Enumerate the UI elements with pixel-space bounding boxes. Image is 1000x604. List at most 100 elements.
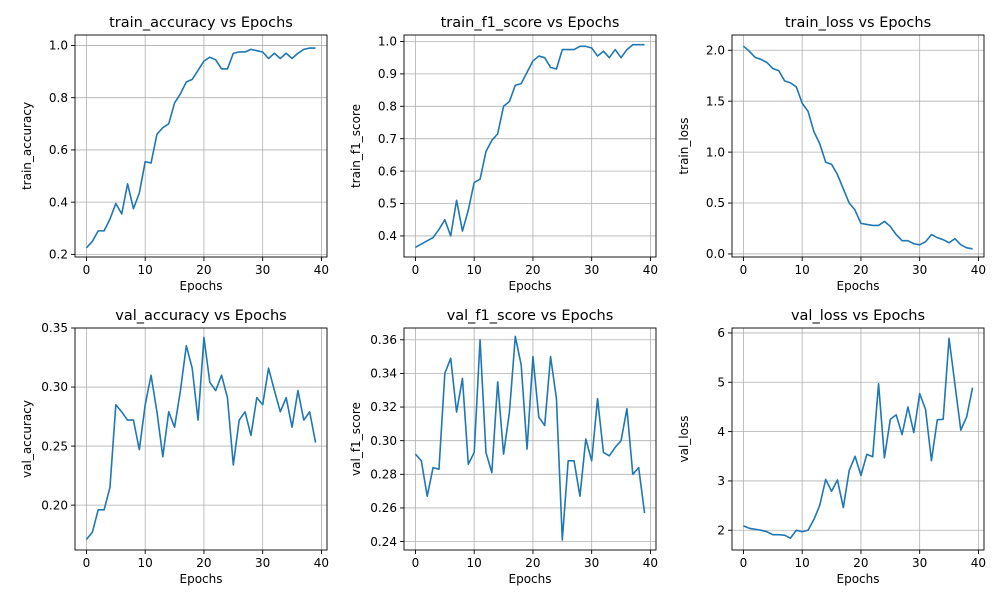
x-tick-label: 10: [795, 263, 810, 277]
y-tick-label: 2.0: [706, 43, 725, 57]
subplot-6: 0 10 20 30 40 2 3 4 5 6 val_loss vs Epochs Epochs va…: [677, 308, 986, 586]
series-line: [85, 47, 316, 249]
y-tick-label: 0.35: [41, 321, 68, 335]
y-tick-label: 3: [717, 474, 725, 488]
axes-frame: [74, 327, 328, 551]
y-tick-label: 0.8: [49, 91, 68, 105]
y-tick-label: 4: [717, 425, 725, 439]
x-tick-label: 10: [138, 556, 153, 570]
x-tick-label: 40: [643, 556, 658, 570]
chart-title: val_f1_score vs Epochs: [447, 308, 614, 324]
subplot-3: 0 10 20 30 40 0.0 0.5 1.0 1.5 2.0 train_loss vs Ep…: [677, 15, 986, 293]
series-line: [415, 43, 645, 248]
y-axis-label: train_accuracy: [20, 102, 34, 190]
y-tick-label: 0.4: [378, 229, 397, 243]
axes-frame: [403, 34, 657, 258]
series-line: [85, 336, 317, 540]
y-axis-label: val_accuracy: [20, 400, 34, 478]
y-tick-label: 0.20: [41, 498, 68, 512]
y-tick-label: 0.7: [378, 132, 397, 146]
chart-title: train_loss vs Epochs: [785, 15, 931, 31]
x-tick-label: 20: [853, 263, 868, 277]
subplot-1: 0 10 20 30 40 0.2 0.4 0.6 0.8 1.0 train_accuracy v…: [20, 15, 329, 293]
y-tick-label: 0.36: [370, 333, 397, 347]
x-axis-label: Epochs: [837, 572, 880, 586]
x-tick-label: 0: [740, 263, 748, 277]
y-tick-label: 0.0: [706, 247, 725, 261]
x-tick-label: 10: [467, 556, 482, 570]
series-line: [414, 335, 646, 541]
y-tick-label: 0.25: [41, 439, 68, 453]
x-tick-label: 20: [196, 556, 211, 570]
series-line: [743, 337, 974, 539]
subplot-2: 0 10 20 30 40 0.4 0.5 0.6 0.7 0.8 0.9 1.0 train_f1_s…: [349, 15, 658, 293]
x-tick-label: 40: [314, 263, 329, 277]
y-tick-label: 1.0: [378, 35, 397, 49]
subplot-4: 0 10 20 30 40 0.20 0.25 0.30 0.35 val_accuracy vs…: [20, 308, 329, 586]
y-tick-label: 0.32: [370, 400, 397, 414]
axes-frame: [403, 327, 657, 551]
x-tick-label: 30: [584, 556, 599, 570]
x-tick-label: 0: [412, 556, 420, 570]
chart-title: train_f1_score vs Epochs: [441, 15, 620, 31]
axes-frame: [74, 34, 328, 258]
x-tick-label: 20: [525, 556, 540, 570]
y-tick-label: 0.4: [49, 195, 68, 209]
x-axis-label: Epochs: [509, 572, 552, 586]
y-tick-label: 0.5: [378, 197, 397, 211]
x-tick-label: 20: [853, 556, 868, 570]
chart-title: train_accuracy vs Epochs: [109, 15, 293, 31]
x-tick-label: 40: [971, 556, 986, 570]
axes-frame: [731, 327, 985, 551]
x-axis-label: Epochs: [837, 279, 880, 293]
y-axis-label: val_f1_score: [349, 402, 363, 476]
x-axis-label: Epochs: [509, 279, 552, 293]
x-tick-label: 0: [412, 263, 420, 277]
y-tick-label: 6: [717, 326, 725, 340]
y-tick-label: 0.5: [706, 196, 725, 210]
y-tick-label: 0.30: [370, 434, 397, 448]
y-axis-label: val_loss: [677, 416, 691, 463]
x-tick-label: 30: [912, 263, 927, 277]
x-tick-label: 40: [314, 556, 329, 570]
y-tick-label: 2: [717, 523, 725, 537]
chart-title: val_accuracy vs Epochs: [115, 308, 286, 324]
x-tick-label: 40: [971, 263, 986, 277]
y-axis-label: train_f1_score: [349, 104, 363, 188]
y-tick-label: 0.30: [41, 380, 68, 394]
x-tick-label: 30: [255, 556, 270, 570]
y-tick-label: 0.2: [49, 248, 68, 262]
x-tick-label: 0: [83, 263, 91, 277]
y-tick-label: 1.5: [706, 94, 725, 108]
y-tick-label: 1.0: [706, 145, 725, 159]
axes-frame: [731, 34, 985, 258]
x-tick-label: 30: [255, 263, 270, 277]
y-tick-label: 0.34: [370, 367, 397, 381]
x-tick-label: 40: [643, 263, 658, 277]
x-tick-label: 0: [740, 556, 748, 570]
chart-title: val_loss vs Epochs: [791, 308, 925, 324]
x-tick-label: 20: [525, 263, 540, 277]
x-tick-label: 30: [584, 263, 599, 277]
y-tick-label: 1.0: [49, 39, 68, 53]
x-axis-label: Epochs: [180, 279, 223, 293]
y-tick-label: 0.26: [370, 501, 397, 515]
subplot-5: 0 10 20 30 40 0.24 0.26 0.28 0.30 0.32 0.34 0.36 val…: [349, 308, 658, 586]
y-tick-label: 0.6: [378, 164, 397, 178]
x-axis-label: Epochs: [180, 572, 223, 586]
x-tick-label: 0: [83, 556, 91, 570]
series-line: [742, 45, 973, 250]
y-axis-label: train_loss: [677, 117, 691, 174]
y-tick-label: 0.6: [49, 143, 68, 157]
y-tick-label: 0.24: [370, 535, 397, 549]
x-tick-label: 10: [467, 263, 482, 277]
x-tick-label: 10: [138, 263, 153, 277]
x-tick-label: 10: [795, 556, 810, 570]
x-tick-label: 30: [912, 556, 927, 570]
y-tick-label: 0.9: [378, 67, 397, 81]
y-tick-label: 0.28: [370, 468, 397, 482]
y-tick-label: 0.8: [378, 99, 397, 113]
y-tick-label: 5: [717, 375, 725, 389]
